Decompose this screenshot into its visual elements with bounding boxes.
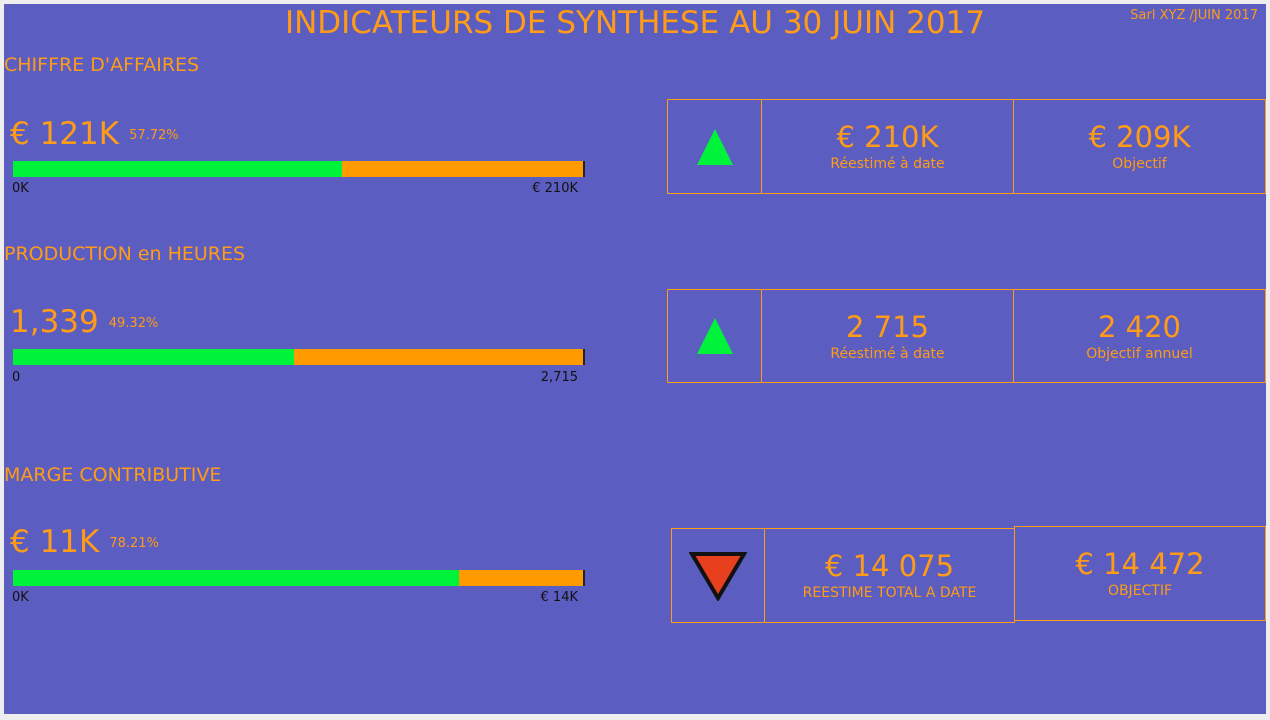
kpi-value-chiffre-affaires: € 121K 57.72% (10, 116, 179, 152)
progress-bar-max: € 14K (540, 590, 578, 605)
kpi-value: € 11K (10, 524, 100, 560)
card-label: OBJECTIF (1107, 583, 1173, 599)
progress-bar-min: 0K (12, 590, 29, 605)
page-title: INDICATEURS DE SYNTHESE AU 30 JUIN 2017 (284, 5, 986, 41)
card-reestime-marge: € 14 075 REESTIME TOTAL A DATE (764, 528, 1015, 623)
card-reestime-production: 2 715 Réestimé à date (761, 289, 1014, 383)
card-value: € 14 472 (1075, 547, 1205, 581)
section-title-production: PRODUCTION en HEURES (4, 243, 246, 265)
trend-card-marge (671, 528, 765, 623)
progress-bar-production (13, 349, 585, 365)
kpi-percent: 57.72% (129, 128, 179, 143)
card-label: Réestimé à date (830, 156, 945, 172)
progress-bar-max: € 210K (532, 181, 578, 196)
card-value: € 14 075 (824, 549, 955, 583)
company-label: Sarl XYZ /JUIN 2017 (1130, 8, 1258, 23)
progress-bar-fill (13, 570, 459, 586)
card-label: Objectif (1112, 156, 1167, 172)
card-value: € 210K (836, 120, 939, 154)
card-label: Réestimé à date (830, 346, 945, 362)
card-value: 2 715 (845, 310, 930, 344)
progress-bar-max: 2,715 (540, 370, 578, 385)
section-title-marge: MARGE CONTRIBUTIVE (4, 464, 222, 486)
kpi-percent: 78.21% (109, 536, 159, 551)
triangle-up-icon (696, 318, 733, 354)
triangle-down-icon (689, 551, 747, 601)
progress-bar-fill (13, 349, 295, 365)
progress-bar-marge (13, 570, 585, 586)
card-objectif-production: 2 420 Objectif annuel (1013, 289, 1266, 383)
progress-bar-min: 0 (12, 370, 21, 385)
progress-bar-min: 0K (12, 181, 29, 196)
progress-bar-chiffre-affaires (13, 161, 585, 177)
kpi-percent: 49.32% (108, 316, 159, 331)
card-reestime-chiffre-affaires: € 210K Réestimé à date (761, 99, 1014, 194)
trend-card-chiffre-affaires (667, 99, 762, 194)
card-label: REESTIME TOTAL A DATE (802, 585, 977, 601)
progress-bar-fill (13, 161, 342, 177)
kpi-value: 1,339 (10, 304, 99, 340)
card-objectif-marge: € 14 472 OBJECTIF (1014, 526, 1266, 621)
section-title-chiffre-affaires: CHIFFRE D'AFFAIRES (4, 54, 200, 76)
card-value: 2 420 (1097, 310, 1182, 344)
kpi-value-marge: € 11K 78.21% (10, 524, 159, 560)
triangle-up-icon (696, 128, 733, 165)
trend-card-production (667, 289, 762, 383)
card-objectif-chiffre-affaires: € 209K Objectif (1013, 99, 1266, 194)
card-value: € 209K (1088, 120, 1191, 154)
card-label: Objectif annuel (1086, 346, 1193, 362)
kpi-value-production: 1,339 49.32% (10, 304, 158, 340)
kpi-value: € 121K (10, 116, 120, 152)
